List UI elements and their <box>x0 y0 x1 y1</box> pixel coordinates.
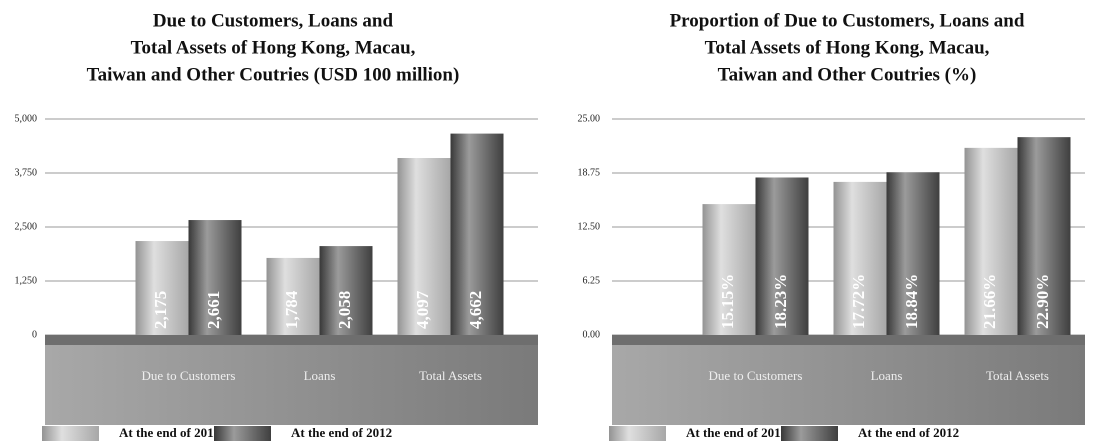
legend-swatch <box>42 426 99 441</box>
bar <box>450 133 504 335</box>
value-label: 2,175 <box>151 291 170 329</box>
x-tick-label: Total Assets <box>985 367 1049 383</box>
x-tick-label-box: Total Assets <box>985 367 1049 383</box>
bar <box>702 204 756 335</box>
chart-title: Total Assets of Hong Kong, Macau, <box>705 37 990 58</box>
legend-swatch <box>781 426 838 441</box>
floor <box>45 345 538 425</box>
bar <box>755 177 809 335</box>
y-tick-label: 6.25 <box>583 275 601 286</box>
legend-swatch <box>609 426 666 441</box>
x-tick-label: Due to Customers <box>708 367 803 383</box>
legend-swatch <box>214 426 271 441</box>
x-tick-label-box: Due to Customers <box>141 367 236 383</box>
y-tick-label: 18.75 <box>578 167 601 178</box>
y-tick-label: 0.00 <box>583 329 601 340</box>
floor <box>612 345 1085 425</box>
bar <box>833 181 887 335</box>
legend-label: At the end of 2012 <box>291 425 392 440</box>
bar <box>886 172 940 335</box>
legend-label: At the end of 2012 <box>858 425 959 440</box>
bar <box>135 241 189 335</box>
chart-title: Total Assets of Hong Kong, Macau, <box>131 37 416 58</box>
value-label: 22.90% <box>1033 274 1052 329</box>
value-label: 15.15% <box>718 274 737 329</box>
chart-title: Taiwan and Other Coutries (USD 100 milli… <box>87 64 460 85</box>
y-tick-label: 0 <box>32 329 37 340</box>
y-tick-label: 1,250 <box>15 275 38 286</box>
bar <box>964 147 1018 335</box>
value-label: 1,784 <box>282 290 301 329</box>
x-tick-label: Total Assets <box>418 367 482 383</box>
bar <box>266 257 320 335</box>
legend-label: At the end of 2011 <box>119 425 219 440</box>
y-tick-label: 2,500 <box>15 221 38 232</box>
y-tick-label: 3,750 <box>15 167 38 178</box>
bar <box>319 246 373 335</box>
value-label: 18.84% <box>902 274 921 329</box>
chart-title: Proportion of Due to Customers, Loans an… <box>670 10 1025 31</box>
x-tick-label: Due to Customers <box>141 367 236 383</box>
y-tick-label: 12.50 <box>578 221 601 232</box>
value-label: 21.66% <box>980 274 999 329</box>
x-tick-label: Loans <box>870 367 903 383</box>
bar <box>397 158 451 335</box>
value-label: 2,058 <box>335 291 354 329</box>
x-tick-label-box: Loans <box>303 367 336 383</box>
value-label: 4,097 <box>413 290 432 329</box>
x-tick-label-box: Total Assets <box>418 367 482 383</box>
x-tick-label-box: Loans <box>870 367 903 383</box>
chart-title: Due to Customers, Loans and <box>153 10 394 31</box>
value-label: 18.23% <box>771 274 790 329</box>
value-label: 2,661 <box>204 291 223 329</box>
y-tick-label: 5,000 <box>15 113 38 124</box>
value-label: 17.72% <box>849 274 868 329</box>
chart-title: Taiwan and Other Coutries (%) <box>718 64 977 85</box>
floor-top <box>45 335 538 345</box>
x-tick-label-box: Due to Customers <box>708 367 803 383</box>
floor-top <box>612 335 1085 345</box>
bar <box>1017 137 1071 335</box>
value-label: 4,662 <box>466 291 485 329</box>
bar <box>188 220 242 335</box>
x-tick-label: Loans <box>303 367 336 383</box>
y-tick-label: 25.00 <box>578 113 601 124</box>
legend-label: At the end of 2011 <box>686 425 786 440</box>
